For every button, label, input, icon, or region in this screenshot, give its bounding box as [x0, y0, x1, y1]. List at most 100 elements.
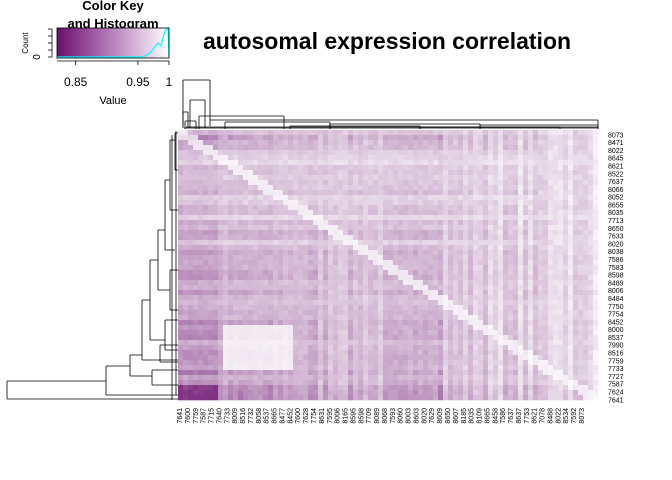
heatmap-cell: [588, 200, 594, 206]
heatmap-cell: [378, 300, 384, 306]
heatmap-cell: [228, 350, 234, 356]
heatmap-cell: [538, 350, 544, 356]
heatmap-cell: [473, 160, 479, 166]
heatmap-cell: [378, 380, 384, 386]
heatmap-cell: [368, 295, 374, 301]
heatmap-cell: [218, 260, 224, 266]
heatmap-cell: [583, 380, 589, 386]
heatmap-cell: [453, 190, 459, 196]
heatmap-cell: [458, 175, 464, 181]
heatmap-cell: [543, 290, 549, 296]
heatmap-cell: [253, 270, 259, 276]
heatmap-cell: [433, 275, 439, 281]
heatmap-cell: [378, 160, 384, 166]
heatmap-cell: [558, 170, 564, 176]
heatmap-cell: [488, 395, 494, 401]
column-label: 8621: [532, 408, 539, 424]
heatmap-cell: [208, 280, 214, 286]
heatmap-cell: [283, 335, 289, 341]
heatmap-cell: [178, 165, 184, 171]
heatmap-cell: [313, 320, 319, 326]
heatmap-cell: [418, 250, 424, 256]
heatmap-cell: [448, 150, 454, 156]
heatmap-cell: [583, 225, 589, 231]
heatmap-cell: [203, 195, 209, 201]
heatmap-cell: [473, 180, 479, 186]
heatmap-cell: [298, 305, 304, 311]
heatmap-cell: [458, 160, 464, 166]
heatmap-cell: [493, 350, 499, 356]
heatmap-cell: [298, 255, 304, 261]
heatmap-cell: [443, 325, 449, 331]
heatmap-cell: [408, 185, 414, 191]
heatmap-cell: [573, 175, 579, 181]
heatmap-cell: [358, 385, 364, 391]
heatmap-cell: [338, 330, 344, 336]
heatmap-cell: [313, 200, 319, 206]
heatmap-cell: [263, 335, 269, 341]
heatmap-cell: [533, 205, 539, 211]
heatmap-cell: [193, 260, 199, 266]
heatmap-cell: [463, 385, 469, 391]
heatmap-cell: [438, 370, 444, 376]
heatmap-cell: [573, 325, 579, 331]
heatmap-cell: [588, 150, 594, 156]
heatmap-cell: [348, 205, 354, 211]
heatmap-cell: [313, 330, 319, 336]
heatmap-cell: [398, 155, 404, 161]
heatmap-cell: [528, 195, 534, 201]
heatmap-cell: [403, 245, 409, 251]
heatmap-cell: [238, 220, 244, 226]
heatmap-cell: [563, 295, 569, 301]
heatmap-cell: [333, 295, 339, 301]
heatmap-cell: [523, 360, 529, 366]
heatmap-cell: [563, 355, 569, 361]
heatmap-cell: [353, 275, 359, 281]
heatmap-cell: [383, 195, 389, 201]
heatmap-cell: [523, 175, 529, 181]
heatmap-cell: [223, 330, 229, 336]
heatmap-cell: [268, 355, 274, 361]
heatmap-cell: [538, 355, 544, 361]
heatmap-cell: [388, 245, 394, 251]
heatmap-cell: [188, 280, 194, 286]
heatmap-cell: [568, 225, 574, 231]
heatmap-cell: [398, 340, 404, 346]
heatmap-cell: [583, 385, 589, 391]
heatmap-cell: [348, 375, 354, 381]
heatmap-cell: [453, 350, 459, 356]
heatmap-cell: [278, 260, 284, 266]
heatmap-cell: [198, 275, 204, 281]
heatmap-cell: [308, 325, 314, 331]
heatmap-cell: [493, 230, 499, 236]
heatmap-cell: [198, 340, 204, 346]
heatmap-cell: [303, 140, 309, 146]
heatmap-cell: [428, 380, 434, 386]
heatmap-cell: [303, 170, 309, 176]
heatmap-cell: [418, 165, 424, 171]
heatmap-cell: [258, 350, 264, 356]
heatmap-cell: [438, 350, 444, 356]
heatmap-cell: [233, 240, 239, 246]
heatmap-cell: [448, 390, 454, 396]
heatmap-cell: [558, 380, 564, 386]
heatmap-cell: [548, 280, 554, 286]
heatmap-cell: [428, 250, 434, 256]
heatmap-cell: [198, 365, 204, 371]
heatmap-cell: [448, 170, 454, 176]
heatmap-cell: [593, 250, 599, 256]
heatmap-cell: [558, 290, 564, 296]
heatmap-cell: [363, 305, 369, 311]
heatmap-cell: [508, 300, 514, 306]
heatmap-cell: [468, 140, 474, 146]
heatmap-cell: [308, 395, 314, 401]
heatmap-cell: [318, 395, 324, 401]
heatmap-cell: [323, 245, 329, 251]
heatmap-cell: [458, 395, 464, 401]
column-label: 8089: [374, 408, 381, 424]
heatmap-cell: [388, 140, 394, 146]
heatmap-cell: [523, 300, 529, 306]
heatmap-cell: [538, 270, 544, 276]
heatmap-cell: [203, 175, 209, 181]
heatmap-cell: [433, 390, 439, 396]
